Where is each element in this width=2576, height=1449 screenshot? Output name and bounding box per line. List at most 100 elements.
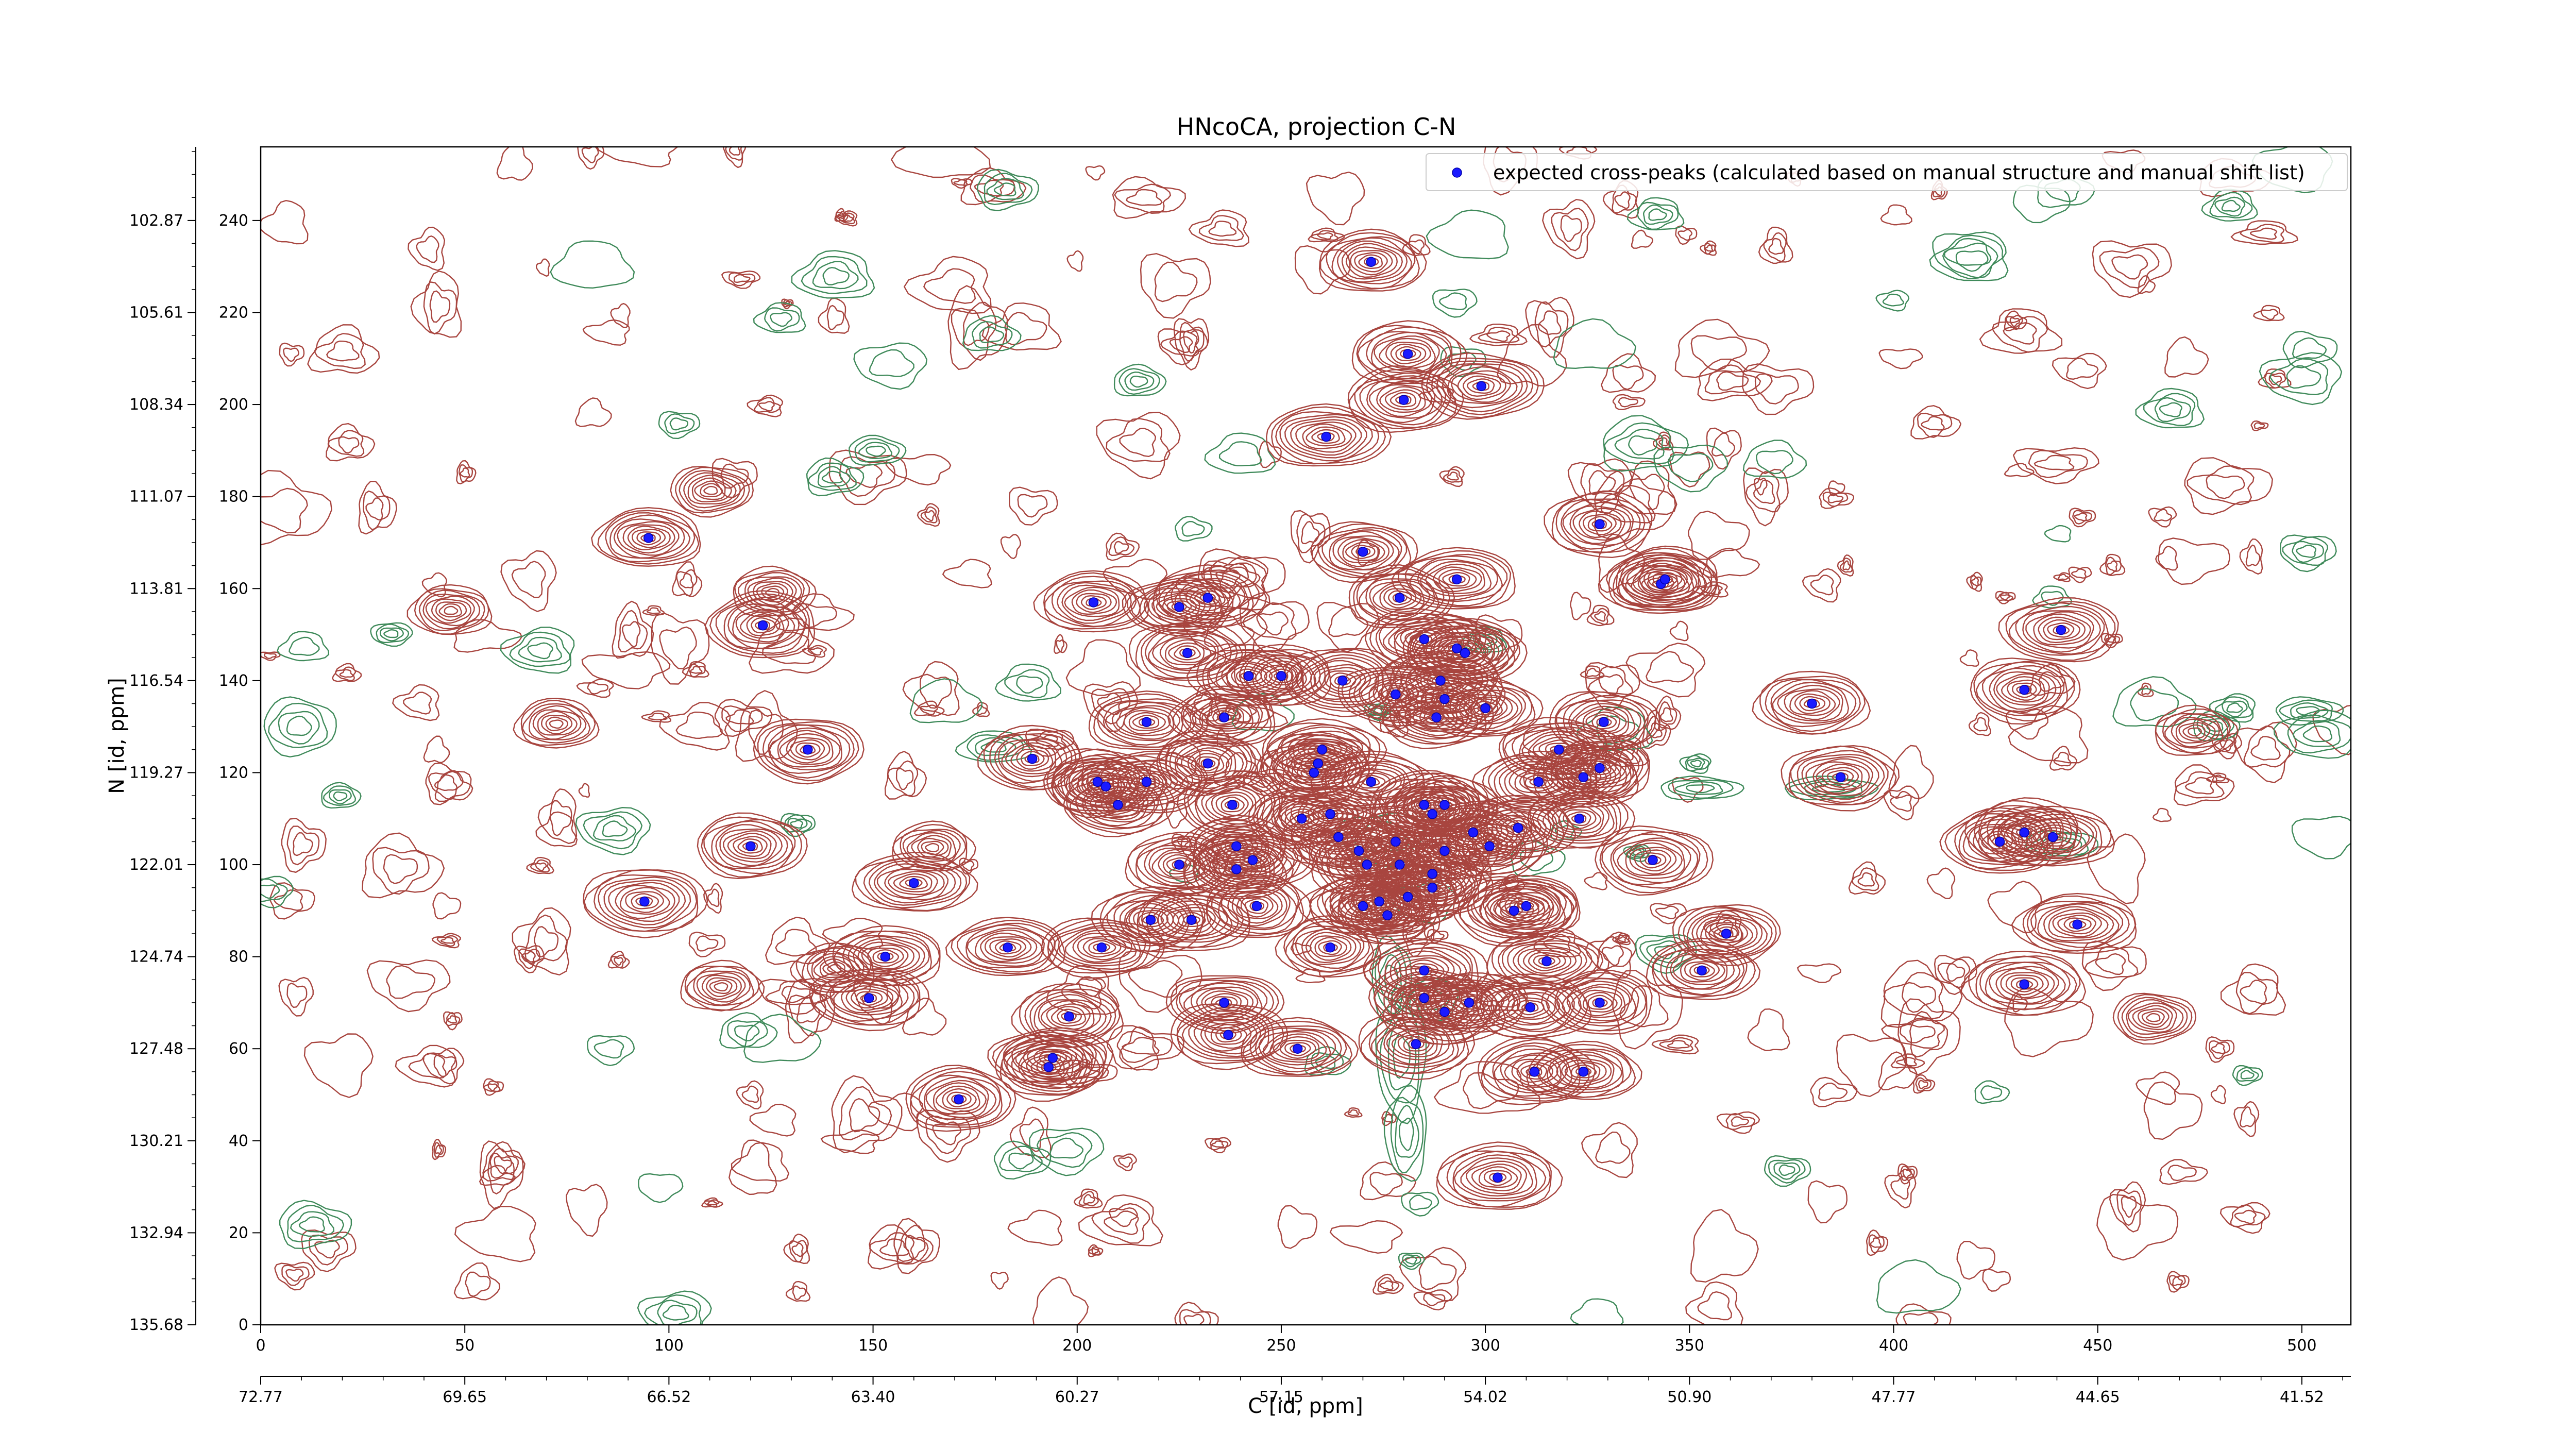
contour-line (2275, 696, 2344, 726)
contour-line (1461, 829, 1519, 862)
contour-line (671, 561, 703, 597)
contour-line (440, 937, 455, 944)
contour-line (536, 258, 550, 277)
contour-line (1799, 696, 1826, 712)
contour-line (1369, 1172, 1403, 1196)
contour-line (2008, 705, 2089, 764)
contour-line (635, 896, 653, 907)
contour-line (1618, 559, 1707, 606)
contour-line (957, 922, 1056, 973)
contour-line (921, 840, 944, 855)
contour-line (1410, 963, 1439, 979)
noise-contour (916, 1109, 980, 1163)
contour-line (1768, 1159, 1806, 1184)
noise-contour (1754, 478, 1768, 496)
contour-line (1460, 881, 1566, 939)
contour-line (1642, 204, 1673, 225)
contour-line (1699, 240, 1717, 256)
x-ppm-tick-label: 41.52 (2280, 1388, 2324, 1406)
contour-line (725, 709, 754, 724)
noise-contour (1612, 933, 1631, 946)
y-ppm-tick-label: 105.61 (129, 304, 183, 322)
contour-line (1553, 318, 1636, 369)
contour-line (2193, 710, 2241, 742)
noise-contour (1113, 1153, 1138, 1172)
noise-contour (1836, 1034, 1908, 1098)
contour-line (1586, 667, 1600, 677)
negative-contour (1764, 1155, 1811, 1187)
contour-line (487, 1153, 515, 1195)
contour-line (1310, 935, 1352, 961)
contour-line (423, 735, 450, 764)
contour-line (2171, 716, 2220, 748)
contour-line (1881, 1017, 1945, 1049)
contour-line (1754, 478, 1768, 496)
contour-line (2063, 917, 2092, 932)
contour-line (422, 1048, 465, 1085)
contour-line (993, 1140, 1052, 1180)
contour-line (813, 956, 855, 981)
contour-line (909, 678, 983, 723)
y-tick-label: 20 (229, 1224, 248, 1242)
negative-contour (1553, 318, 1636, 369)
cross-peak-marker (1439, 800, 1450, 810)
contour-line (1256, 611, 1289, 636)
negative-contour (2201, 189, 2258, 222)
noise-contour (1204, 1137, 1231, 1154)
y-tick-label: 180 (219, 488, 248, 506)
contour-line (1842, 560, 1851, 570)
negative-contour (370, 622, 413, 647)
contour-line (1316, 232, 1334, 240)
negative-contour (2259, 352, 2343, 406)
contour-line (1421, 352, 1545, 420)
contour-line (1804, 781, 1857, 796)
contour-line (1587, 760, 1612, 776)
contour-line (1332, 535, 1394, 570)
negative-contour (2282, 330, 2338, 368)
contour-line (953, 179, 968, 186)
contour-line (1443, 468, 1463, 483)
contour-line (1706, 427, 1742, 470)
peak-contour (1298, 874, 1421, 935)
contour-line (2109, 1181, 2146, 1233)
contour-line (2172, 1276, 2183, 1286)
contour-line (765, 587, 779, 597)
contour-line (1078, 978, 1106, 997)
noise-contour (482, 1078, 504, 1096)
contour-line (1471, 1164, 1522, 1191)
noise-contour (1699, 240, 1717, 256)
contour-line (1047, 922, 1151, 972)
negative-contour (994, 663, 1061, 702)
contour-line (2039, 830, 2067, 845)
noise-contour (947, 285, 1008, 370)
contour-line (1622, 554, 1706, 603)
contour-line (1271, 406, 1386, 465)
contour-line (1239, 598, 1310, 653)
noise-contour (1102, 558, 1168, 600)
contour-line (744, 576, 802, 612)
contour-line (603, 880, 686, 925)
cross-peak-marker (1313, 758, 1324, 769)
noise-contour (1032, 1276, 1089, 1325)
contour-line (1595, 825, 1714, 896)
contour-line (1114, 183, 1172, 214)
contour-line (1279, 1039, 1316, 1059)
contour-line (1107, 1025, 1185, 1070)
contour-line (728, 1139, 777, 1195)
contour-line (1937, 958, 1971, 988)
contour-line (1351, 772, 1391, 792)
contour-line (828, 449, 907, 506)
contour-line (1423, 1292, 1446, 1306)
contour-line (1309, 880, 1411, 931)
contour-line (1915, 1077, 1932, 1092)
contour-line (2211, 1042, 2226, 1054)
contour-line (2240, 1106, 2256, 1128)
contour-line (607, 951, 630, 969)
noise-contour (2312, 704, 2351, 755)
contour-line (578, 783, 590, 798)
contour-line (2234, 1209, 2257, 1224)
contour-line (942, 559, 992, 588)
noise-contour (2152, 807, 2172, 822)
contour-line (1582, 708, 1627, 735)
